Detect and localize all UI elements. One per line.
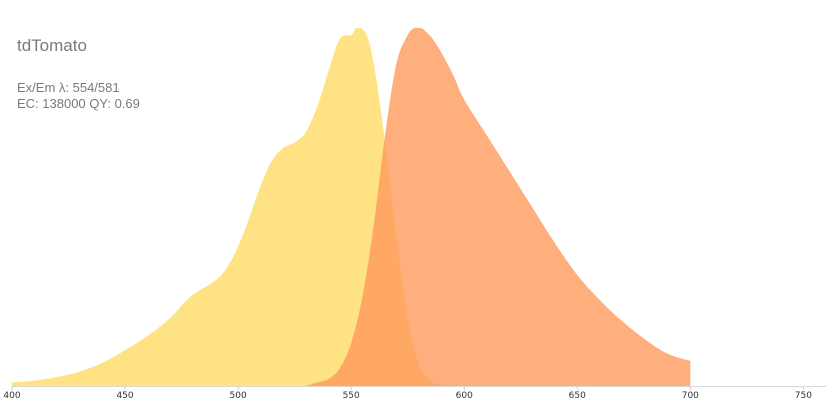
x-tick-label: 700	[682, 391, 699, 401]
ec-qy-annotation: EC: 138000 QY: 0.69	[17, 96, 140, 111]
x-tick-label: 500	[230, 391, 247, 401]
x-tick-label: 400	[3, 391, 20, 401]
excitation-area	[12, 28, 465, 386]
emission-area	[305, 28, 691, 386]
chart-title: tdTomato	[17, 36, 87, 55]
x-tick-label: 600	[456, 391, 473, 401]
spectrum-areas	[12, 28, 691, 386]
x-tick-label: 450	[116, 391, 133, 401]
x-tick-label: 550	[343, 391, 360, 401]
ex-em-annotation: Ex/Em λ: 554/581	[17, 80, 120, 95]
x-tick-label: 650	[569, 391, 586, 401]
x-axis-ticks: 400 450 500 550 600 650 700 750	[3, 386, 812, 401]
x-tick-label: 750	[795, 391, 812, 401]
